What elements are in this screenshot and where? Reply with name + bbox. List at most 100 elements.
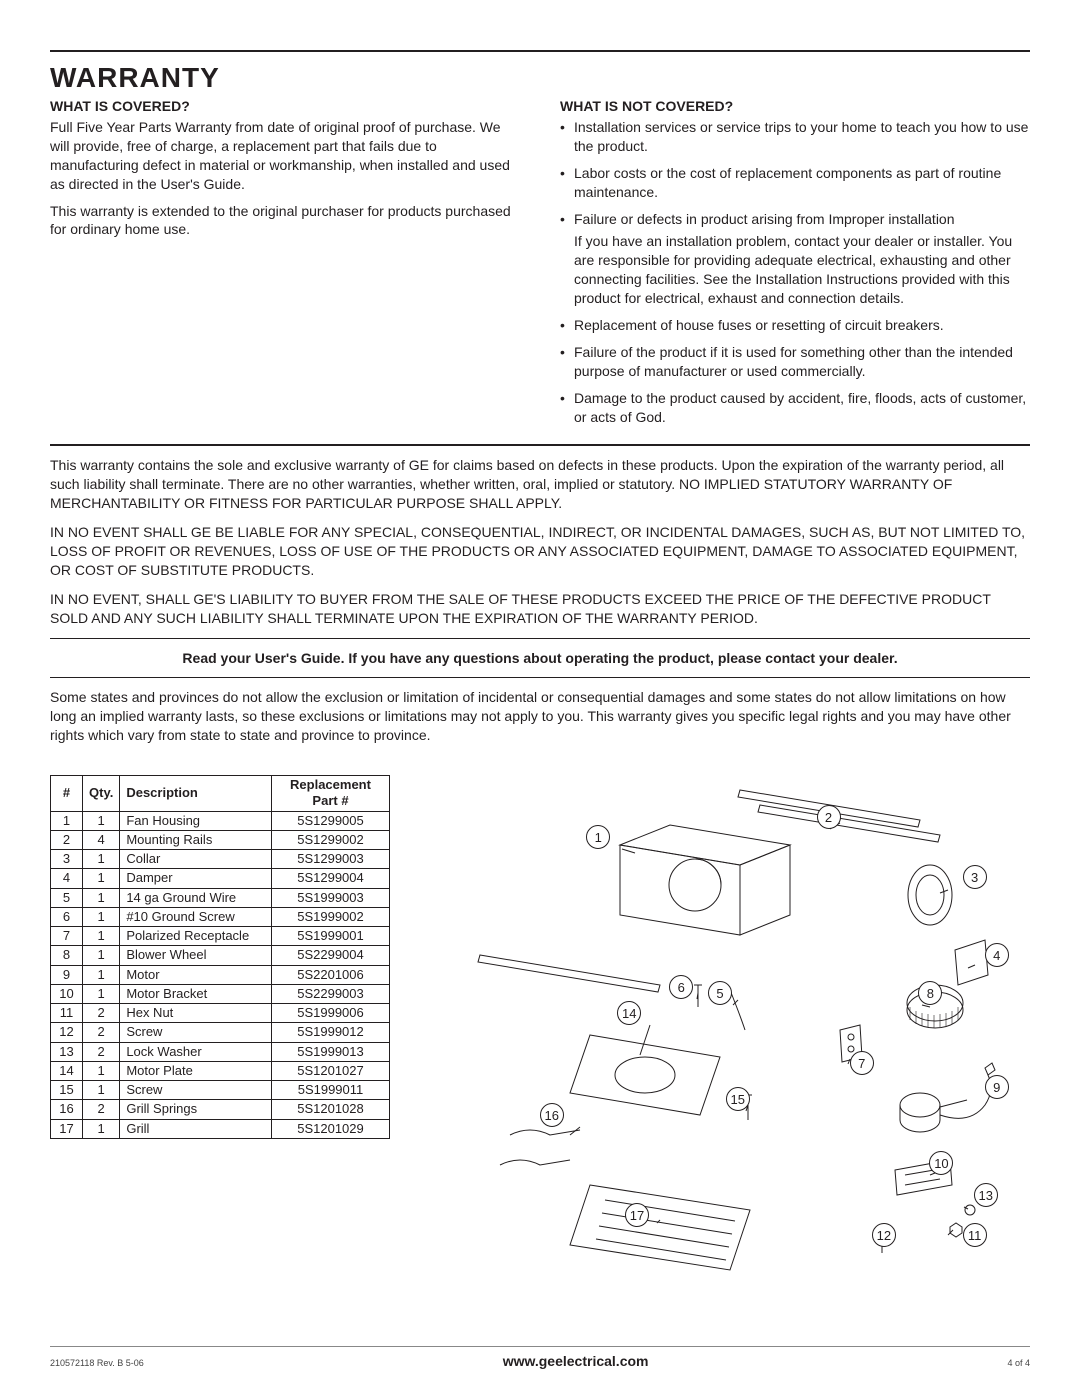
table-row: 5114 ga Ground Wire5S1999003 bbox=[51, 888, 390, 907]
table-cell: 5S1999011 bbox=[272, 1081, 390, 1100]
table-cell: 1 bbox=[51, 811, 83, 830]
top-rule bbox=[50, 50, 1030, 52]
table-cell: 12 bbox=[51, 1023, 83, 1042]
table-row: 151Screw5S1999011 bbox=[51, 1081, 390, 1100]
table-cell: 4 bbox=[83, 830, 120, 849]
table-row: 41Damper5S1299004 bbox=[51, 869, 390, 888]
not-covered-item: Labor costs or the cost of replacement c… bbox=[560, 164, 1030, 202]
table-cell: 6 bbox=[51, 907, 83, 926]
diagram-callout: 7 bbox=[850, 1051, 874, 1075]
table-row: 81Blower Wheel5S2299004 bbox=[51, 946, 390, 965]
page-footer: 210572118 Rev. B 5-06 www.geelectrical.c… bbox=[50, 1346, 1030, 1369]
table-cell: 1 bbox=[83, 850, 120, 869]
not-covered-item: Installation services or service trips t… bbox=[560, 118, 1030, 156]
table-row: 141Motor Plate5S1201027 bbox=[51, 1061, 390, 1080]
table-cell: 1 bbox=[83, 1119, 120, 1138]
table-row: 61#10 Ground Screw5S1999002 bbox=[51, 907, 390, 926]
table-row: 91Motor5S2201006 bbox=[51, 965, 390, 984]
table-cell: Lock Washer bbox=[120, 1042, 272, 1061]
table-cell: 5S1299002 bbox=[272, 830, 390, 849]
table-cell: Hex Nut bbox=[120, 1004, 272, 1023]
page-title: WARRANTY bbox=[50, 62, 1030, 94]
table-cell: 5S1201027 bbox=[272, 1061, 390, 1080]
divider-3 bbox=[50, 677, 1030, 678]
legal-p2: IN NO EVENT SHALL GE BE LIABLE FOR ANY S… bbox=[50, 523, 1030, 580]
table-row: 132Lock Washer5S1999013 bbox=[51, 1042, 390, 1061]
table-cell: 7 bbox=[51, 927, 83, 946]
parts-col-header: # bbox=[51, 776, 83, 812]
footer-rev: 210572118 Rev. B 5-06 bbox=[50, 1358, 144, 1368]
table-cell: Mounting Rails bbox=[120, 830, 272, 849]
table-cell: 16 bbox=[51, 1100, 83, 1119]
table-cell: 1 bbox=[83, 965, 120, 984]
table-cell: 5S1299005 bbox=[272, 811, 390, 830]
legal-section: This warranty contains the sole and excl… bbox=[50, 456, 1030, 627]
diagram-callout: 3 bbox=[963, 865, 987, 889]
table-cell: 1 bbox=[83, 927, 120, 946]
diagram-callout: 13 bbox=[974, 1183, 998, 1207]
table-cell: Motor Bracket bbox=[120, 984, 272, 1003]
table-cell: 5S1201028 bbox=[272, 1100, 390, 1119]
legal-p4: Some states and provinces do not allow t… bbox=[50, 688, 1030, 745]
table-cell: 2 bbox=[83, 1023, 120, 1042]
table-cell: 5S2299003 bbox=[272, 984, 390, 1003]
table-cell: Grill Springs bbox=[120, 1100, 272, 1119]
table-row: 11Fan Housing5S1299005 bbox=[51, 811, 390, 830]
table-cell: Motor Plate bbox=[120, 1061, 272, 1080]
table-row: 101Motor Bracket5S2299003 bbox=[51, 984, 390, 1003]
table-cell: 8 bbox=[51, 946, 83, 965]
diagram-callout: 11 bbox=[963, 1223, 987, 1247]
read-guide: Read your User's Guide. If you have any … bbox=[50, 649, 1030, 668]
table-cell: 5S1999001 bbox=[272, 927, 390, 946]
not-covered-column: WHAT IS NOT COVERED? Installation servic… bbox=[560, 98, 1030, 434]
table-cell: 5S1999012 bbox=[272, 1023, 390, 1042]
table-row: 31Collar5S1299003 bbox=[51, 850, 390, 869]
table-cell: 5S1299004 bbox=[272, 869, 390, 888]
table-cell: 14 ga Ground Wire bbox=[120, 888, 272, 907]
table-cell: 5 bbox=[51, 888, 83, 907]
table-cell: 1 bbox=[83, 869, 120, 888]
table-row: 24Mounting Rails5S1299002 bbox=[51, 830, 390, 849]
table-cell: 5S1201029 bbox=[272, 1119, 390, 1138]
divider-2 bbox=[50, 638, 1030, 639]
diagram-callout: 5 bbox=[708, 981, 732, 1005]
table-cell: Screw bbox=[120, 1081, 272, 1100]
table-cell: 4 bbox=[51, 869, 83, 888]
table-cell: 15 bbox=[51, 1081, 83, 1100]
not-covered-item: Failure of the product if it is used for… bbox=[560, 343, 1030, 381]
not-covered-item: Failure or defects in product arising fr… bbox=[560, 210, 1030, 308]
diagram-svg bbox=[410, 775, 1030, 1295]
table-cell: #10 Ground Screw bbox=[120, 907, 272, 926]
parts-col-header: Replacement Part # bbox=[272, 776, 390, 812]
footer-page: 4 of 4 bbox=[1007, 1358, 1030, 1368]
table-cell: 5S1999013 bbox=[272, 1042, 390, 1061]
not-covered-list: Installation services or service trips t… bbox=[560, 118, 1030, 426]
diagram-callout: 17 bbox=[625, 1203, 649, 1227]
table-cell: 1 bbox=[83, 984, 120, 1003]
covered-p1: Full Five Year Parts Warranty from date … bbox=[50, 118, 520, 194]
table-cell: Fan Housing bbox=[120, 811, 272, 830]
table-cell: 5S1999006 bbox=[272, 1004, 390, 1023]
table-cell: 1 bbox=[83, 907, 120, 926]
table-cell: 1 bbox=[83, 1061, 120, 1080]
table-cell: 5S1999002 bbox=[272, 907, 390, 926]
not-covered-item-sub: If you have an installation problem, con… bbox=[574, 232, 1030, 308]
not-covered-heading: WHAT IS NOT COVERED? bbox=[560, 98, 1030, 114]
not-covered-item: Damage to the product caused by accident… bbox=[560, 389, 1030, 427]
table-row: 122Screw5S1999012 bbox=[51, 1023, 390, 1042]
diagram-callout: 16 bbox=[540, 1103, 564, 1127]
diagram-callout: 15 bbox=[726, 1087, 750, 1111]
diagram-callout: 9 bbox=[985, 1075, 1009, 1099]
table-cell: 1 bbox=[83, 811, 120, 830]
table-cell: 5S2201006 bbox=[272, 965, 390, 984]
not-covered-item: Replacement of house fuses or resetting … bbox=[560, 316, 1030, 335]
table-cell: 1 bbox=[83, 888, 120, 907]
table-cell: Blower Wheel bbox=[120, 946, 272, 965]
table-cell: 5S2299004 bbox=[272, 946, 390, 965]
table-cell: Polarized Receptacle bbox=[120, 927, 272, 946]
table-row: 171Grill5S1201029 bbox=[51, 1119, 390, 1138]
table-cell: 5S1299003 bbox=[272, 850, 390, 869]
table-cell: 11 bbox=[51, 1004, 83, 1023]
table-cell: 1 bbox=[83, 946, 120, 965]
parts-table-body: 11Fan Housing5S129900524Mounting Rails5S… bbox=[51, 811, 390, 1138]
